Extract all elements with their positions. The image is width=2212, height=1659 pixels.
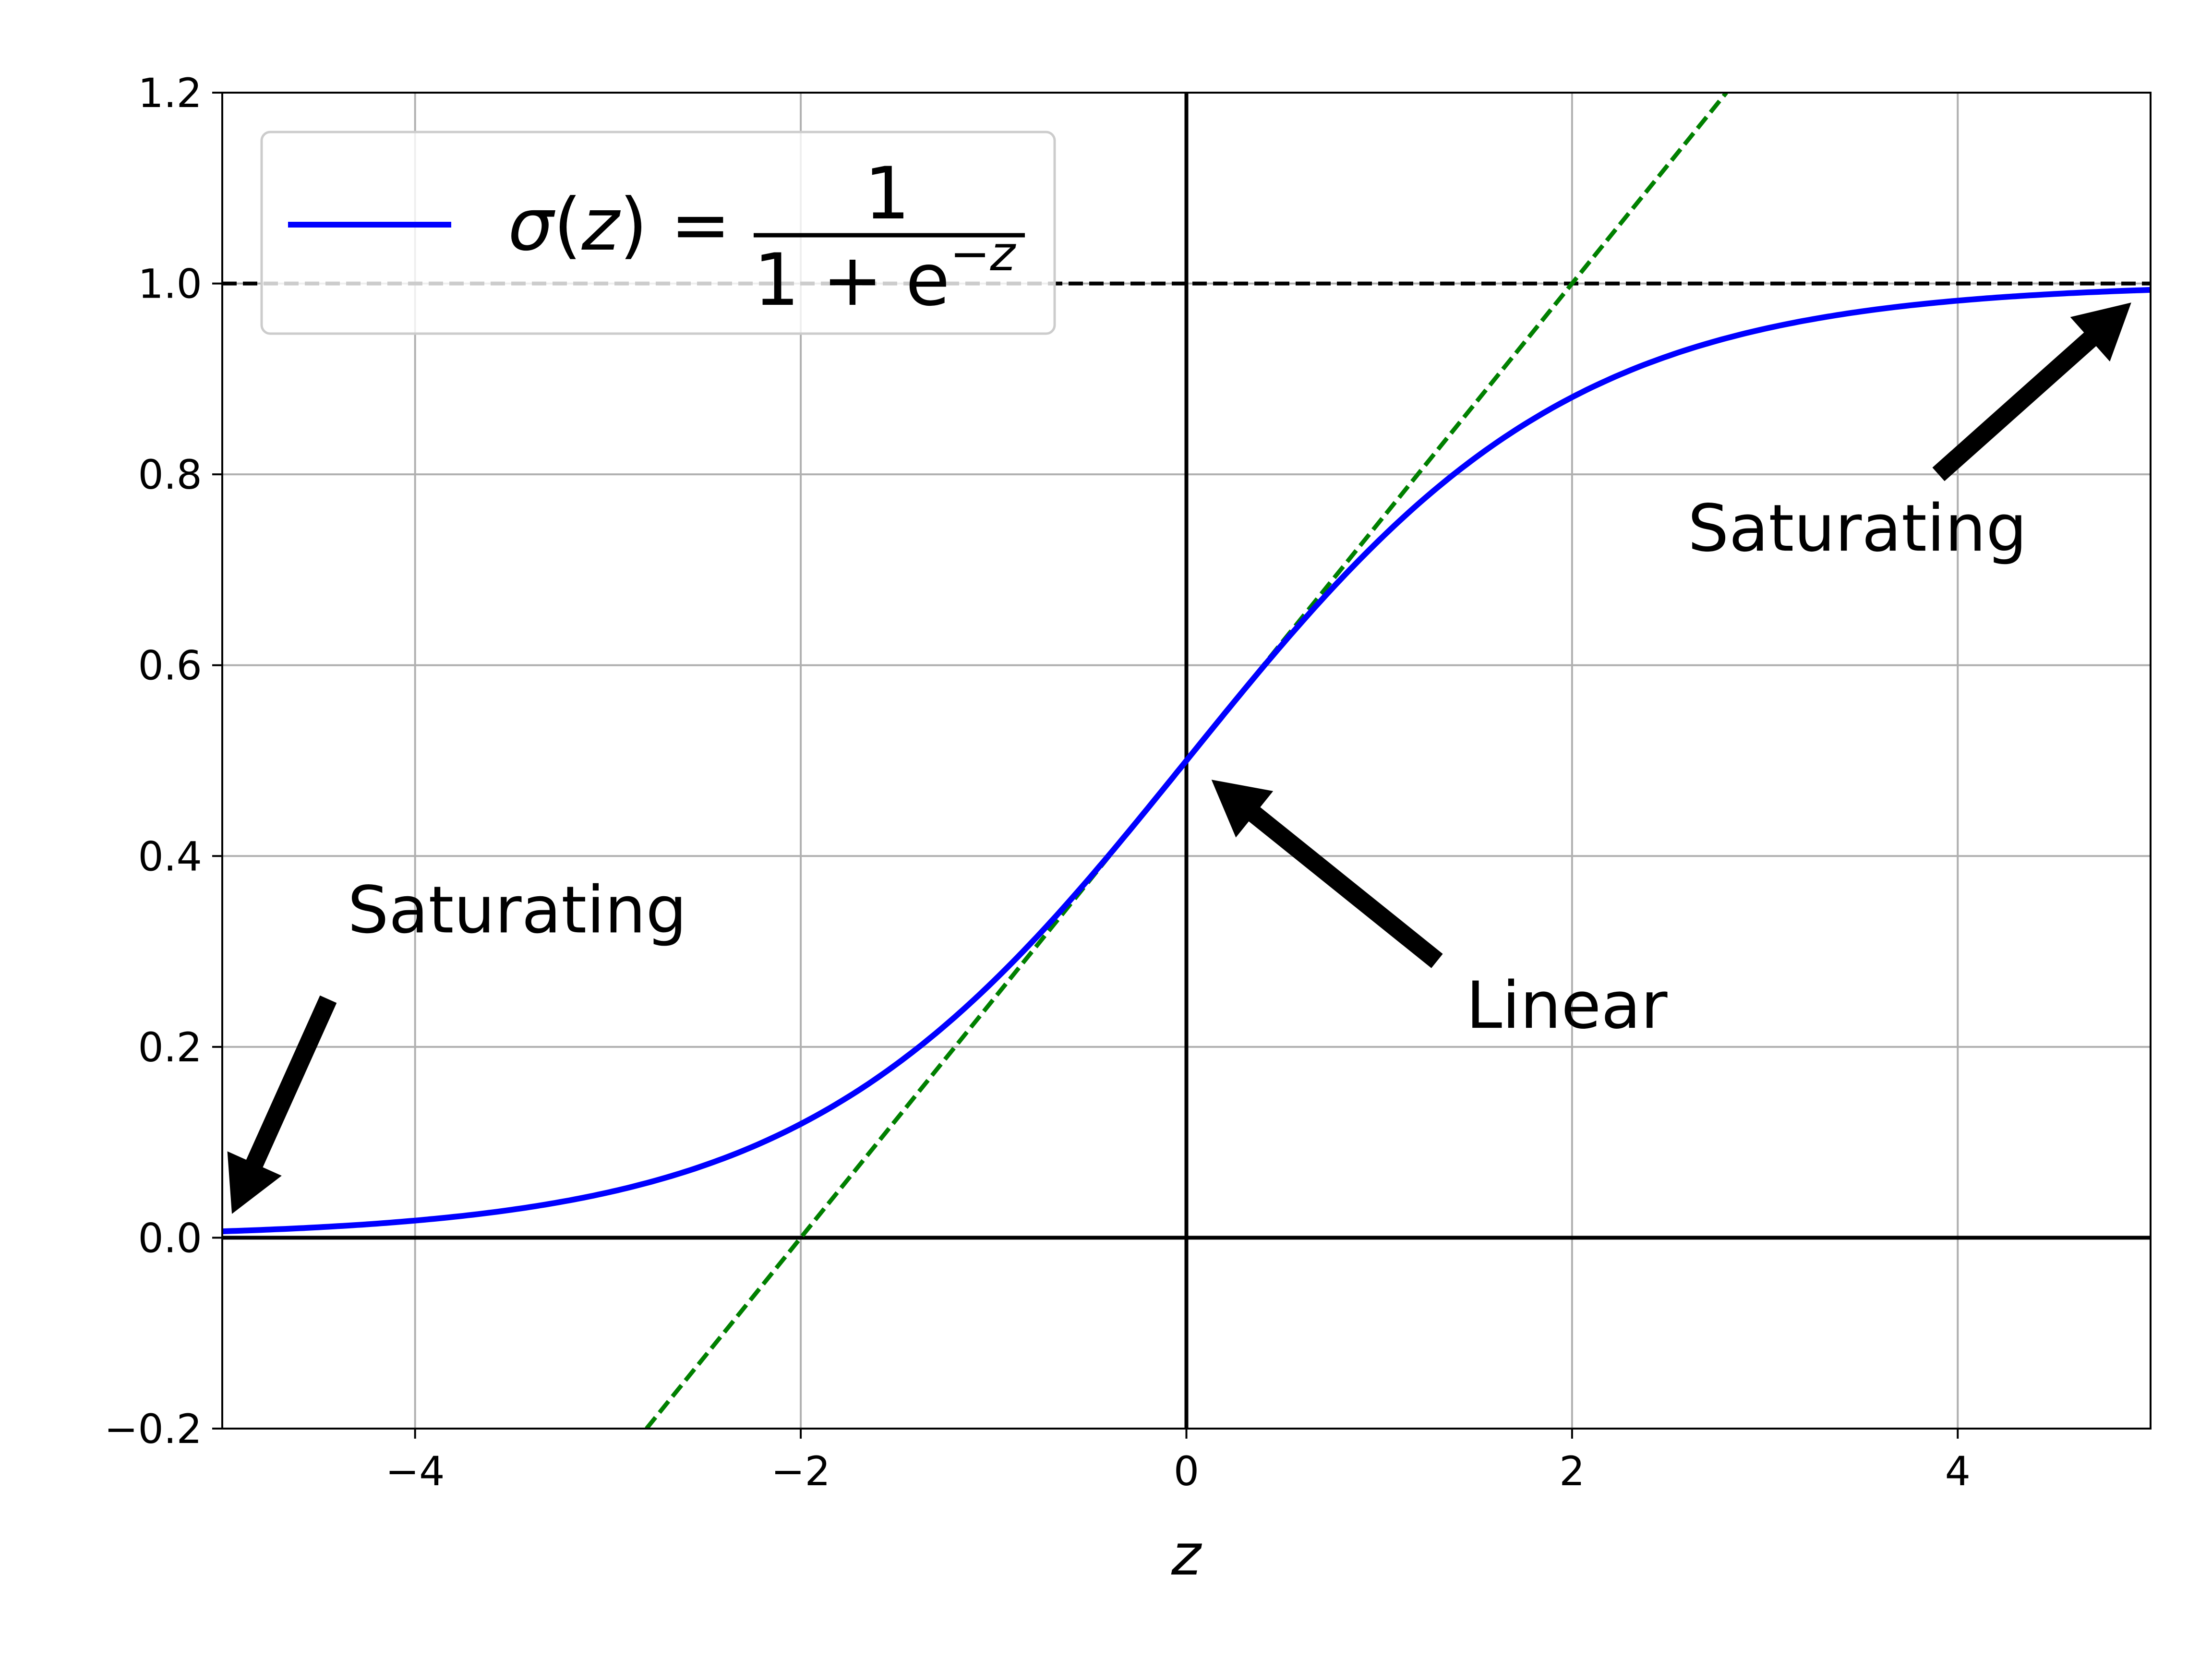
x-tick-label: 4 — [1945, 1448, 1971, 1495]
annotation-label: Saturating — [1688, 491, 2027, 566]
legend-numerator: 1 — [864, 152, 910, 236]
y-tick-label: 0.6 — [138, 642, 202, 689]
annotation-label: Linear — [1466, 968, 1668, 1043]
annotation-arrow — [1932, 302, 2131, 481]
y-tick-label: 0.4 — [138, 833, 202, 880]
x-tick-label: 0 — [1174, 1448, 1199, 1495]
x-axis-label: z — [1171, 1522, 1202, 1588]
y-tick-label: 0.8 — [138, 451, 202, 498]
y-tick-label: 1.2 — [138, 70, 202, 117]
legend-open-paren: ( — [553, 183, 582, 267]
annotations: Saturating Saturating Linear — [227, 302, 2131, 1214]
y-tick-label: 1.0 — [138, 261, 202, 308]
y-tick-label: 0.0 — [138, 1214, 202, 1262]
annotation-label: Saturating — [348, 872, 687, 948]
legend-denominator-text: 1 + e — [754, 239, 950, 322]
x-tick-label: −2 — [771, 1448, 830, 1495]
legend: σ(z) = 1 1 + e−z — [260, 131, 1056, 335]
legend-formula: σ(z) = — [508, 183, 731, 267]
y-tick-label: −0.2 — [104, 1406, 202, 1453]
sigmoid-curve — [222, 287, 2151, 1235]
annotation-arrow — [1211, 780, 1443, 968]
y-tick-label: 0.2 — [138, 1024, 202, 1071]
legend-denominator: 1 + e−z — [754, 226, 1017, 322]
legend-z: z — [581, 183, 621, 267]
axis-ticks: −4 −2 0 2 4 −0.2 0.0 0.2 0.4 0.6 0.8 1.0 1.2 — [104, 70, 1971, 1495]
legend-box — [260, 131, 1056, 335]
x-tick-label: −4 — [385, 1448, 445, 1495]
annotation-arrow — [227, 995, 337, 1214]
legend-close-paren: ) = — [619, 183, 731, 267]
x-tick-label: 2 — [1559, 1448, 1585, 1495]
legend-exponent: −z — [950, 226, 1017, 282]
legend-sigma: σ — [508, 183, 555, 267]
